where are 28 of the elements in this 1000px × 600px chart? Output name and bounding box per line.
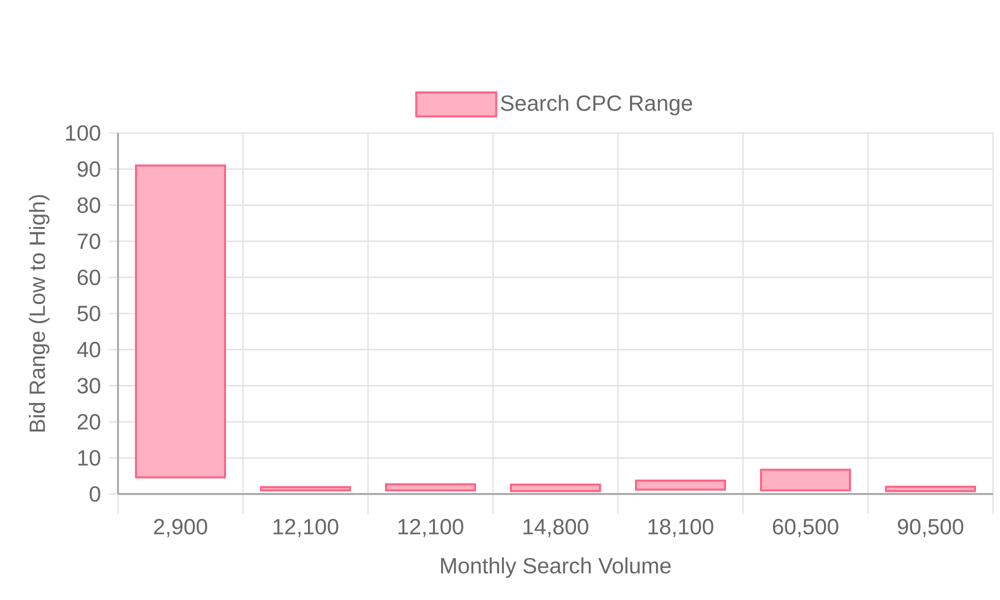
- y-tick-label: 20: [78, 414, 100, 430]
- y-tick-label: 0: [90, 486, 100, 502]
- y-tick-label: 90: [78, 161, 100, 177]
- y-tick-label: 50: [77, 306, 100, 322]
- bar: [760, 468, 852, 492]
- x-tick-label: 2,900: [154, 518, 208, 538]
- x-tick-label: 90,500: [898, 518, 964, 538]
- y-tick-label: 60: [78, 270, 100, 286]
- legend-label: Search CPC Range: [500, 94, 692, 116]
- y-tick-label: 70: [78, 234, 100, 250]
- bar: [510, 484, 602, 492]
- bar: [385, 483, 476, 492]
- x-tick-label: 18,100: [648, 518, 714, 538]
- x-tick-label: 12,100: [398, 518, 464, 538]
- y-tick-label: 80: [78, 197, 100, 213]
- x-tick-label: 12,100: [274, 518, 338, 538]
- bar: [134, 164, 226, 478]
- bar: [260, 486, 351, 492]
- y-tick-label: 100: [66, 125, 100, 141]
- x-tick-label: 14,800: [524, 518, 588, 538]
- bar: [635, 480, 726, 491]
- y-axis-title: Bid Range (Low to High): [28, 195, 50, 432]
- y-tick-label: 10: [78, 450, 100, 466]
- x-axis-title: Monthly Search Volume: [441, 557, 671, 578]
- x-tick-label: 60,500: [772, 518, 838, 538]
- y-tick-label: 30: [77, 378, 100, 394]
- bar: [885, 486, 976, 492]
- y-tick-label: 40: [77, 342, 100, 358]
